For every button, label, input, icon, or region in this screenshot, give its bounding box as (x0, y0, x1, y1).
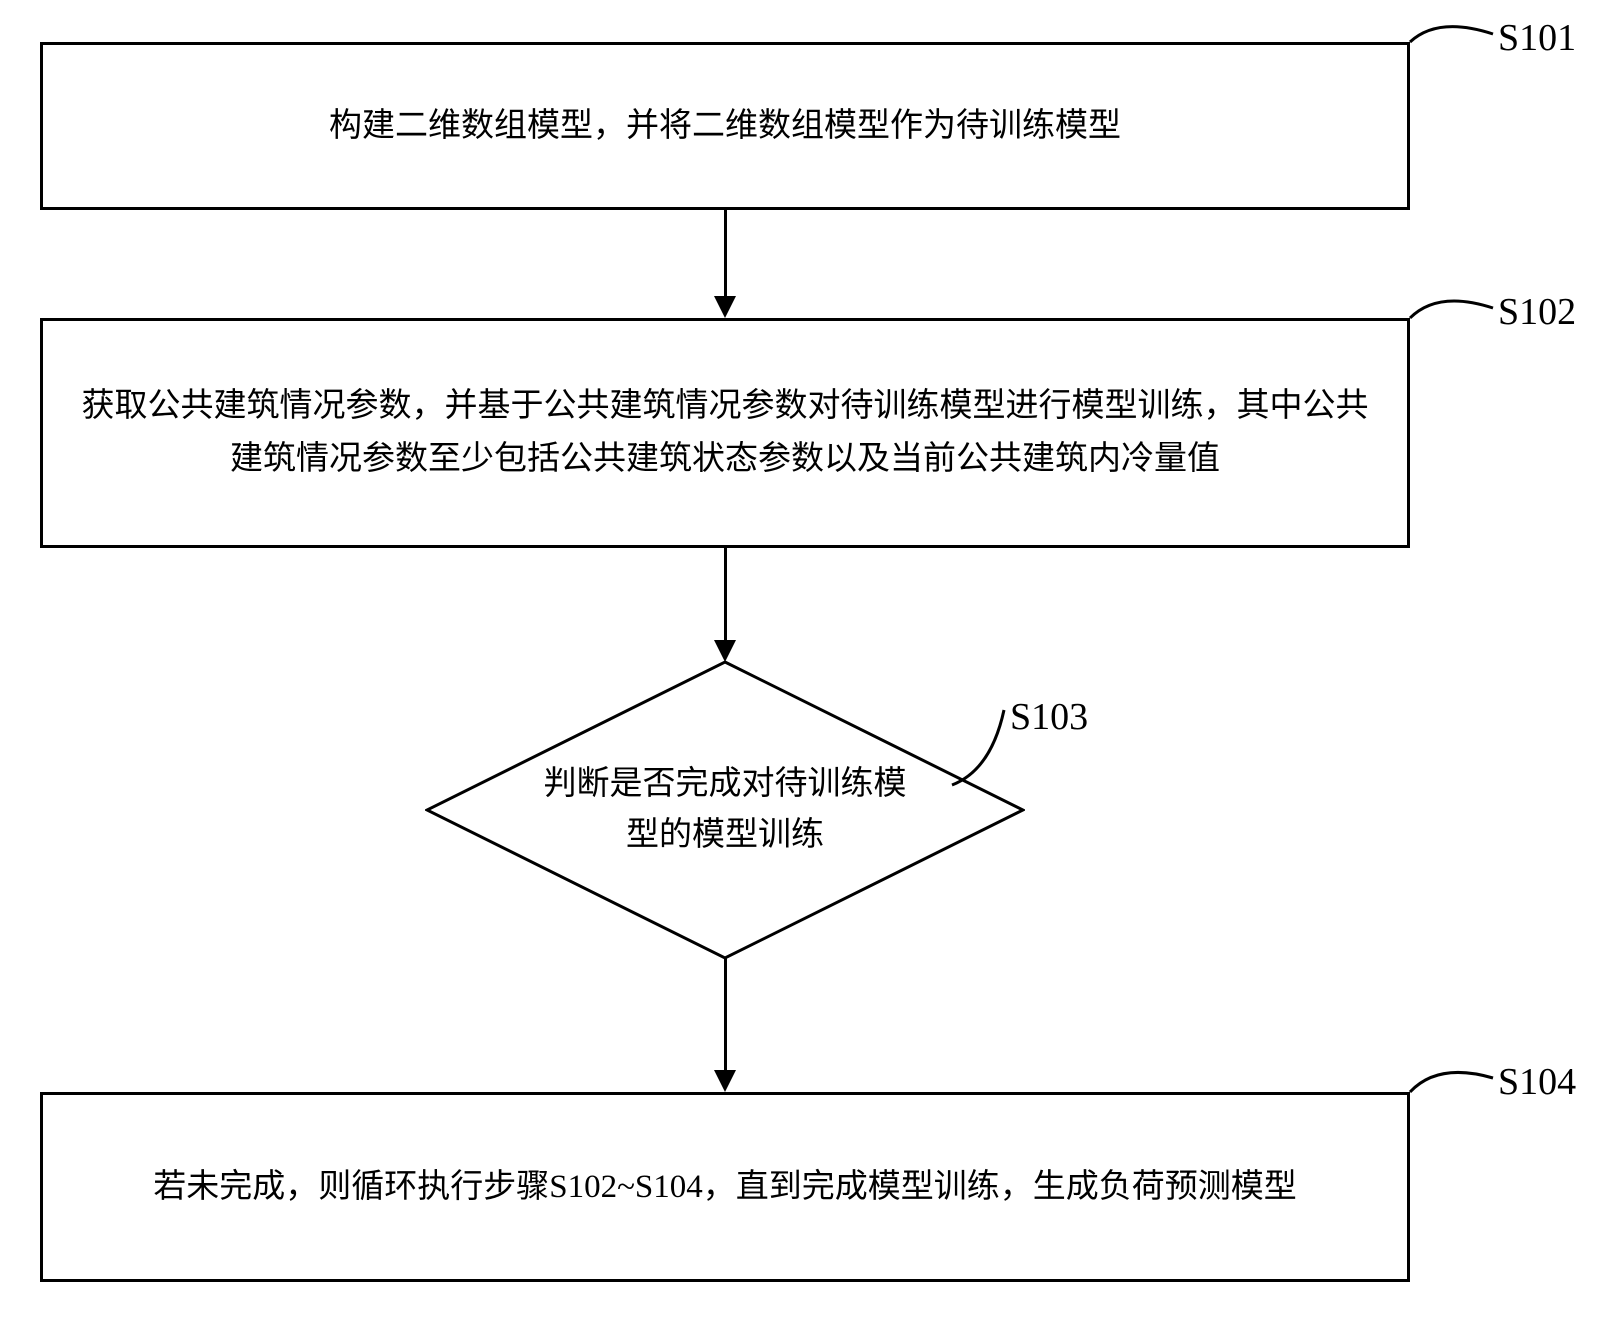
label-s103: S103 (1010, 695, 1088, 739)
node-s101: 构建二维数组模型，并将二维数组模型作为待训练模型 (40, 42, 1410, 210)
node-s103-text: 判断是否完成对待训练模型的模型训练 (535, 759, 915, 861)
edge-s102-s103 (724, 548, 727, 642)
node-s104: 若未完成，则循环执行步骤S102~S104，直到完成模型训练，生成负荷预测模型 (40, 1092, 1410, 1282)
node-s104-text: 若未完成，则循环执行步骤S102~S104，直到完成模型训练，生成负荷预测模型 (153, 1161, 1297, 1214)
arrowhead-s102-s103 (714, 640, 736, 662)
connector-s103 (946, 700, 1016, 790)
edge-s103-s104 (724, 958, 727, 1072)
flowchart-container: 构建二维数组模型，并将二维数组模型作为待训练模型 S101 获取公共建筑情况参数… (0, 0, 1603, 1337)
edge-s101-s102 (724, 210, 727, 298)
arrowhead-s101-s102 (714, 296, 736, 318)
arrowhead-s103-s104 (714, 1070, 736, 1092)
node-s102: 获取公共建筑情况参数，并基于公共建筑情况参数对待训练模型进行模型训练，其中公共建… (40, 318, 1410, 548)
connector-s101 (1408, 18, 1498, 58)
node-s102-text: 获取公共建筑情况参数，并基于公共建筑情况参数对待训练模型进行模型训练，其中公共建… (73, 380, 1377, 486)
label-s102: S102 (1498, 290, 1576, 334)
node-s103: 判断是否完成对待训练模型的模型训练 (425, 660, 1025, 960)
node-s101-text: 构建二维数组模型，并将二维数组模型作为待训练模型 (329, 100, 1121, 153)
label-s101: S101 (1498, 16, 1576, 60)
connector-s104 (1408, 1064, 1498, 1108)
label-s104: S104 (1498, 1060, 1576, 1104)
connector-s102 (1408, 292, 1498, 332)
